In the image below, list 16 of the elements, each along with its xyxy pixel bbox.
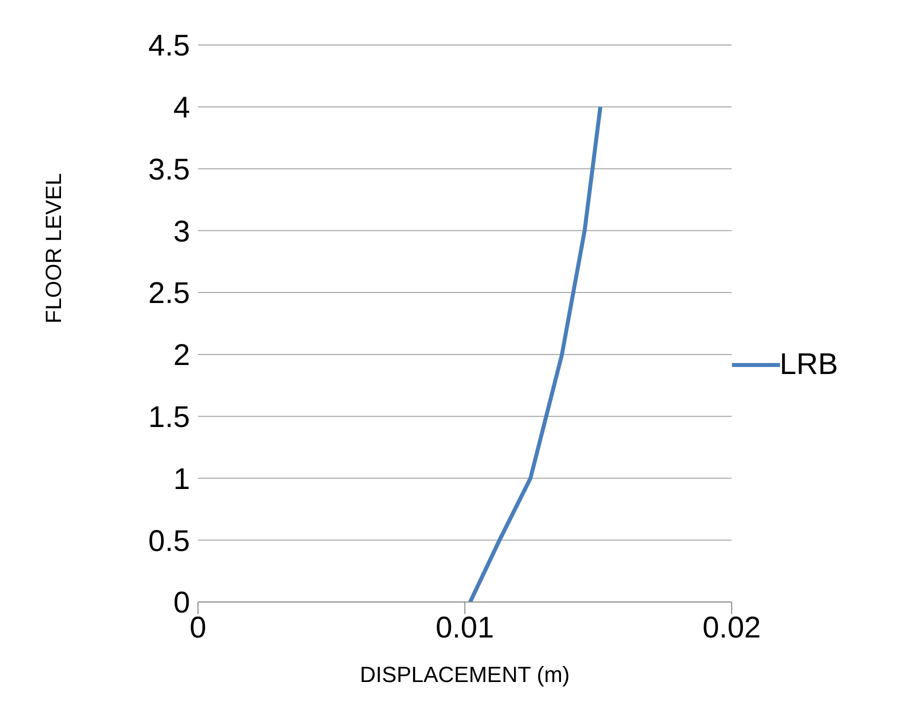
- x-axis-title: DISPLACEMENT (m): [360, 662, 570, 687]
- y-tick-label: 4: [173, 92, 190, 125]
- y-tick-label: 3.5: [148, 153, 190, 186]
- y-tick-label: 0: [173, 586, 190, 620]
- legend-label: LRB: [780, 348, 838, 382]
- x-tick-label: 0.01: [436, 611, 494, 644]
- y-tick-label: 0.5: [148, 524, 190, 558]
- y-tick-label: 3: [173, 215, 190, 248]
- y-tick-label: 1.5: [148, 400, 190, 434]
- y-tick-label: 4.5: [148, 30, 190, 63]
- line-series: [468, 104, 602, 602]
- x-tick-label: 0.02: [702, 611, 761, 644]
- y-axis-title: FLOOR LEVEL: [40, 173, 66, 324]
- y-tick-label: 2: [173, 339, 190, 372]
- y-tick-label: 2.5: [148, 277, 190, 310]
- y-tick-label: 1: [173, 462, 190, 496]
